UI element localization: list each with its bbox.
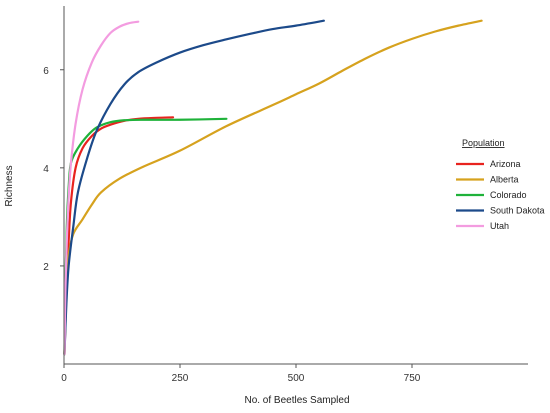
legend-label-utah: Utah (490, 221, 509, 231)
legend-title: Population (462, 138, 505, 148)
legend-label-colorado: Colorado (490, 190, 527, 200)
series-line-alberta (63, 19, 483, 356)
legend-items: Arizona Alberta Colorado South Dakota Utah (456, 159, 545, 231)
y-tick-label: 6 (43, 66, 49, 77)
x-tick-label: 750 (404, 373, 421, 384)
y-tick-label: 4 (43, 164, 49, 175)
y-tick-label: 2 (43, 262, 49, 273)
x-tick-label: 250 (172, 373, 189, 384)
legend-label-arizona: Arizona (490, 159, 521, 169)
series-line-utah (63, 20, 140, 356)
x-axis-label: No. of Beetles Sampled (244, 395, 349, 406)
y-ticks: 2 4 6 (43, 66, 64, 273)
x-tick-label: 0 (61, 373, 67, 384)
legend-label-south-dakota: South Dakota (490, 206, 545, 216)
series-line-arizona (63, 116, 175, 356)
legend: Population Arizona Alberta Colorado South D… (456, 138, 545, 231)
legend-label-alberta: Alberta (490, 175, 519, 185)
y-axis-label: Richness (4, 165, 15, 206)
x-ticks: 0 250 500 750 (61, 364, 421, 384)
series-lines (63, 19, 483, 356)
series-line-south-dakota (63, 19, 325, 356)
x-tick-label: 500 (288, 373, 305, 384)
